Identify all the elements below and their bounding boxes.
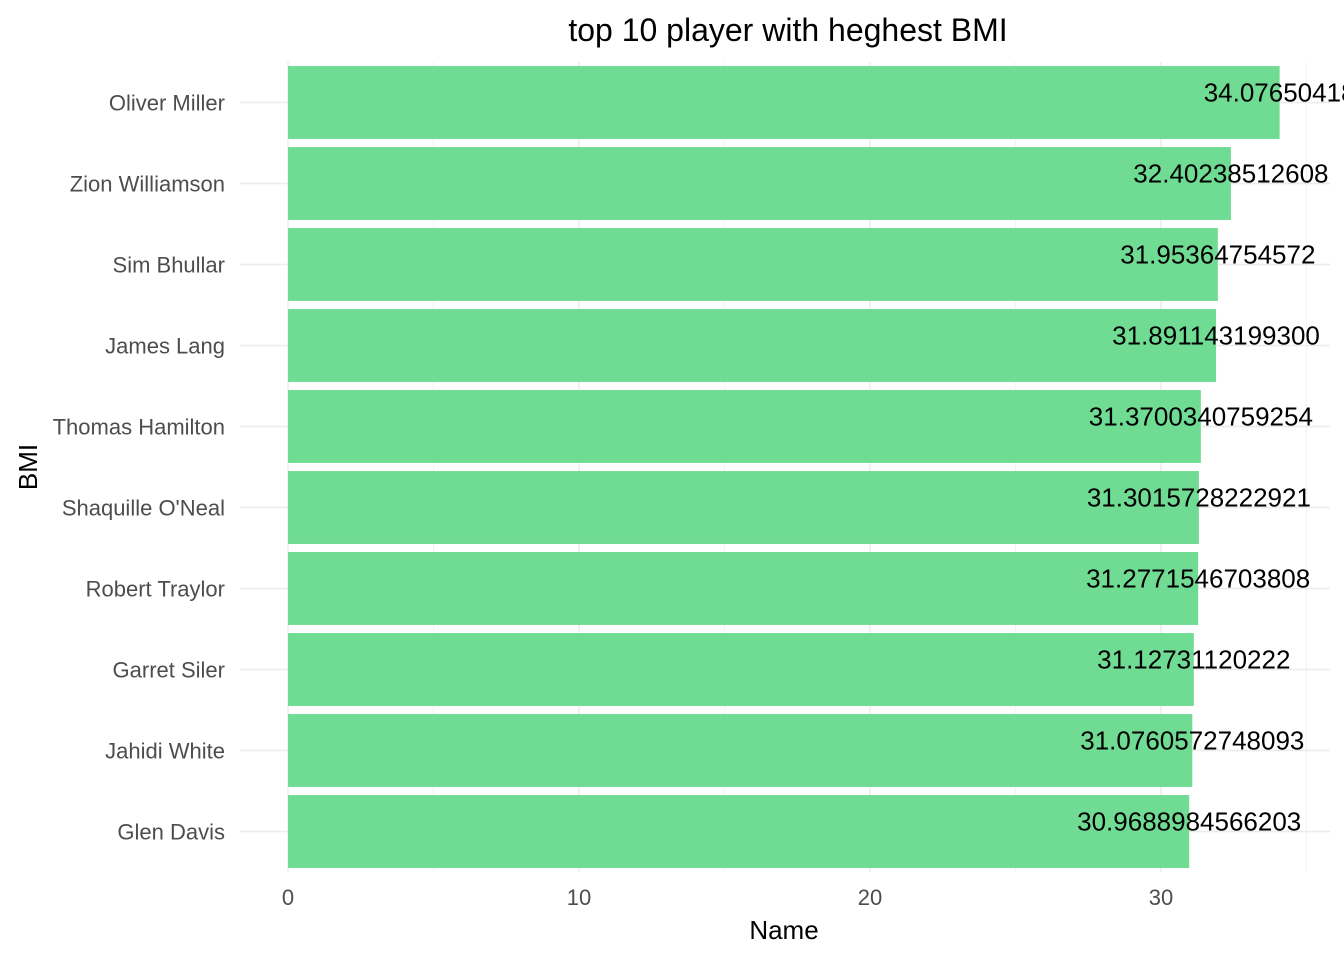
bar bbox=[288, 66, 1280, 139]
x-tick-label: 10 bbox=[567, 885, 591, 910]
x-tick-label: 0 bbox=[282, 885, 294, 910]
bar bbox=[288, 390, 1201, 463]
category-label: Oliver Miller bbox=[109, 91, 225, 116]
bar bbox=[288, 147, 1231, 220]
data-label: 31.12731120222 bbox=[1097, 645, 1290, 675]
y-axis-title: BMI bbox=[13, 444, 43, 490]
data-label: 31.3015728222921 bbox=[1087, 483, 1311, 513]
bar bbox=[288, 309, 1217, 382]
bar bbox=[288, 633, 1194, 706]
category-label: Zion Williamson bbox=[70, 172, 225, 197]
data-label: 34.07650418 bbox=[1204, 78, 1344, 108]
bar bbox=[288, 471, 1199, 544]
data-labels: 34.07650418 32.40238512608 31.95364754572 3… bbox=[1077, 78, 1344, 837]
x-tick-label: 20 bbox=[858, 885, 882, 910]
x-axis-title: Name bbox=[749, 915, 818, 945]
category-label: Jahidi White bbox=[105, 739, 225, 764]
data-label: 32.40238512608 bbox=[1133, 159, 1328, 189]
bar bbox=[288, 552, 1199, 625]
category-labels: Oliver Miller Zion Williamson Sim Bhullar J… bbox=[53, 91, 225, 845]
bar bbox=[288, 228, 1218, 301]
data-label: 31.891143199300 bbox=[1112, 321, 1320, 351]
category-label: Garret Siler bbox=[113, 658, 225, 683]
bar bbox=[288, 795, 1190, 868]
data-label: 31.2771546703808 bbox=[1086, 564, 1310, 594]
category-label: Robert Traylor bbox=[86, 577, 225, 602]
category-label: Thomas Hamilton bbox=[53, 415, 225, 440]
category-label: James Lang bbox=[105, 334, 225, 359]
category-label: Shaquille O'Neal bbox=[62, 496, 225, 521]
category-label: Glen Davis bbox=[117, 820, 225, 845]
data-label: 31.3700340759254 bbox=[1089, 402, 1313, 432]
data-label: 30.9688984566203 bbox=[1077, 807, 1301, 837]
chart-title: top 10 player with heghest BMI bbox=[568, 12, 1007, 48]
x-tick-label: 30 bbox=[1149, 885, 1173, 910]
category-label: Sim Bhullar bbox=[113, 253, 225, 278]
data-label: 31.0760572748093 bbox=[1080, 726, 1304, 756]
bars bbox=[288, 66, 1280, 868]
x-tick-labels: 0 10 20 30 bbox=[282, 885, 1173, 910]
data-label: 31.95364754572 bbox=[1120, 240, 1315, 270]
bar bbox=[288, 714, 1193, 787]
